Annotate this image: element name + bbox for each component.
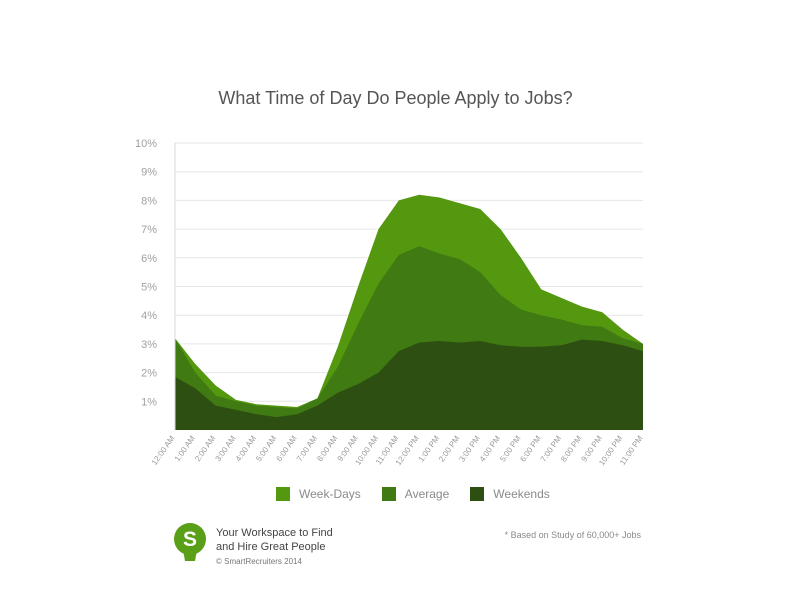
brand-tagline-line1: Your Workspace to Find	[216, 527, 333, 539]
y-tick-label: 4%	[141, 310, 157, 322]
y-tick-label: 6%	[141, 253, 157, 265]
legend-swatch-weekends	[470, 487, 485, 501]
y-tick-label: 1%	[141, 396, 157, 408]
legend-item-average: Average	[381, 487, 450, 501]
brand-tagline-line2: and Hire Great People	[216, 541, 326, 553]
y-tick-label: 9%	[141, 167, 157, 179]
legend-label-weekends: Weekends	[493, 487, 550, 501]
brand-tagline: Your Workspace to Find and Hire Great Pe…	[216, 526, 416, 554]
y-tick-label: 10%	[135, 138, 157, 150]
legend-swatch-average	[381, 487, 396, 501]
area-series-weekends	[175, 339, 643, 430]
y-tick-label: 3%	[141, 339, 157, 351]
y-tick-label: 7%	[141, 224, 157, 236]
logo-letter: S	[183, 528, 197, 551]
lightbulb-logo-icon: S	[174, 523, 206, 561]
legend-swatch-week-days	[276, 487, 290, 501]
y-axis-ticks: 1% 2% 3% 4% 5% 6% 7% 8% 9% 10%	[135, 138, 157, 408]
y-tick-label: 5%	[141, 282, 157, 294]
footnote: * Based on Study of 60,000+ Jobs	[504, 530, 641, 540]
y-tick-label: 2%	[141, 368, 157, 380]
legend-item-weekends: Weekends	[470, 487, 550, 501]
chart-legend: Week-Days Average Weekends	[276, 487, 571, 501]
legend-label-week-days: Week-Days	[299, 487, 361, 501]
y-tick-label: 8%	[141, 195, 157, 207]
legend-item-week-days: Week-Days	[276, 487, 361, 501]
plot-area	[175, 194, 643, 430]
legend-label-average: Average	[404, 487, 450, 501]
x-axis-ticks: 12:00 AM1:00 AM2:00 AM3:00 AM4:00 AM5:00…	[150, 434, 645, 467]
x-tick-label: 12:00 AM	[150, 434, 177, 467]
chart-title: What Time of Day Do People Apply to Jobs…	[218, 88, 573, 108]
copyright-text: © SmartRecruiters 2014	[216, 557, 302, 566]
